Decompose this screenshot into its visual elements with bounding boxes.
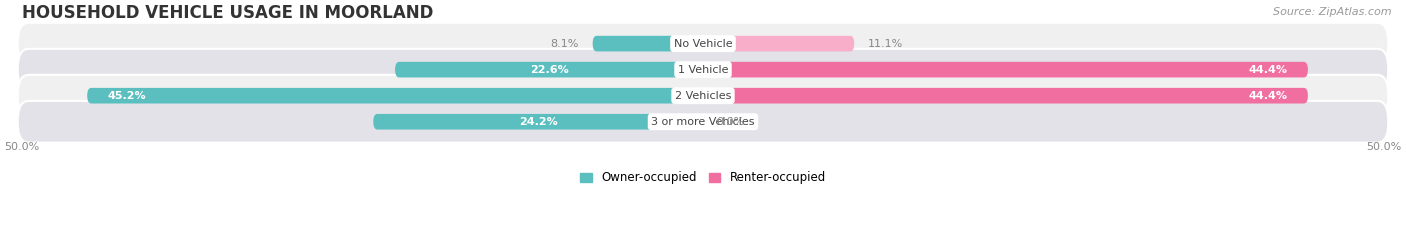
FancyBboxPatch shape — [18, 75, 1388, 116]
FancyBboxPatch shape — [87, 88, 703, 103]
Text: 1 Vehicle: 1 Vehicle — [678, 65, 728, 75]
Text: 2 Vehicles: 2 Vehicles — [675, 91, 731, 101]
Text: 8.1%: 8.1% — [551, 39, 579, 49]
Text: 44.4%: 44.4% — [1249, 65, 1288, 75]
FancyBboxPatch shape — [395, 62, 703, 77]
FancyBboxPatch shape — [18, 49, 1388, 90]
Text: Source: ZipAtlas.com: Source: ZipAtlas.com — [1274, 7, 1392, 17]
Text: 0.0%: 0.0% — [717, 117, 745, 127]
Text: 24.2%: 24.2% — [519, 117, 558, 127]
FancyBboxPatch shape — [18, 101, 1388, 143]
FancyBboxPatch shape — [703, 36, 855, 51]
FancyBboxPatch shape — [374, 114, 703, 130]
FancyBboxPatch shape — [703, 88, 1308, 103]
Text: HOUSEHOLD VEHICLE USAGE IN MOORLAND: HOUSEHOLD VEHICLE USAGE IN MOORLAND — [21, 4, 433, 22]
Text: No Vehicle: No Vehicle — [673, 39, 733, 49]
FancyBboxPatch shape — [18, 23, 1388, 65]
Text: 11.1%: 11.1% — [868, 39, 903, 49]
FancyBboxPatch shape — [593, 36, 703, 51]
FancyBboxPatch shape — [703, 62, 1308, 77]
Legend: Owner-occupied, Renter-occupied: Owner-occupied, Renter-occupied — [575, 166, 831, 189]
Text: 44.4%: 44.4% — [1249, 91, 1288, 101]
Text: 3 or more Vehicles: 3 or more Vehicles — [651, 117, 755, 127]
Text: 22.6%: 22.6% — [530, 65, 568, 75]
Text: 45.2%: 45.2% — [108, 91, 146, 101]
